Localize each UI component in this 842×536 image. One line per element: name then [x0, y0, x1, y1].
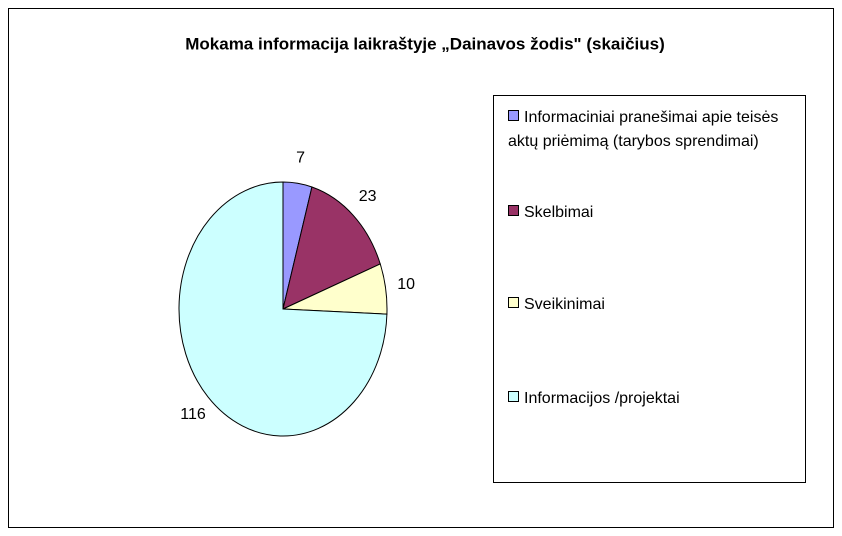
pie-slice [282, 186, 381, 310]
legend-swatch [508, 110, 519, 121]
legend-entry: Skelbimai [508, 201, 793, 225]
legend-swatch [508, 391, 519, 402]
data-label: 7 [296, 149, 305, 166]
legend-entry: Informaciniai pranešimai apie teisės akt… [508, 106, 793, 154]
legend-entry: Informacijos /projektai [508, 387, 793, 411]
legend-swatch [508, 297, 519, 308]
legend-label: Informacijos /projektai [524, 390, 680, 407]
legend-entry: Sveikinimai [508, 293, 793, 317]
chart-title: Mokama informacija laikraštyje „Dainavos… [185, 34, 665, 53]
legend-label: Sveikinimai [524, 296, 605, 313]
legend-swatch [508, 205, 519, 216]
pie-slice [178, 181, 388, 437]
legend: Informaciniai pranešimai apie teisės akt… [493, 95, 806, 483]
legend-label: Informaciniai pranešimai apie teisės akt… [508, 109, 779, 150]
data-label: 23 [359, 188, 377, 205]
legend-label: Skelbimai [524, 204, 594, 221]
data-label: 116 [180, 406, 206, 423]
data-label: 10 [397, 276, 415, 293]
